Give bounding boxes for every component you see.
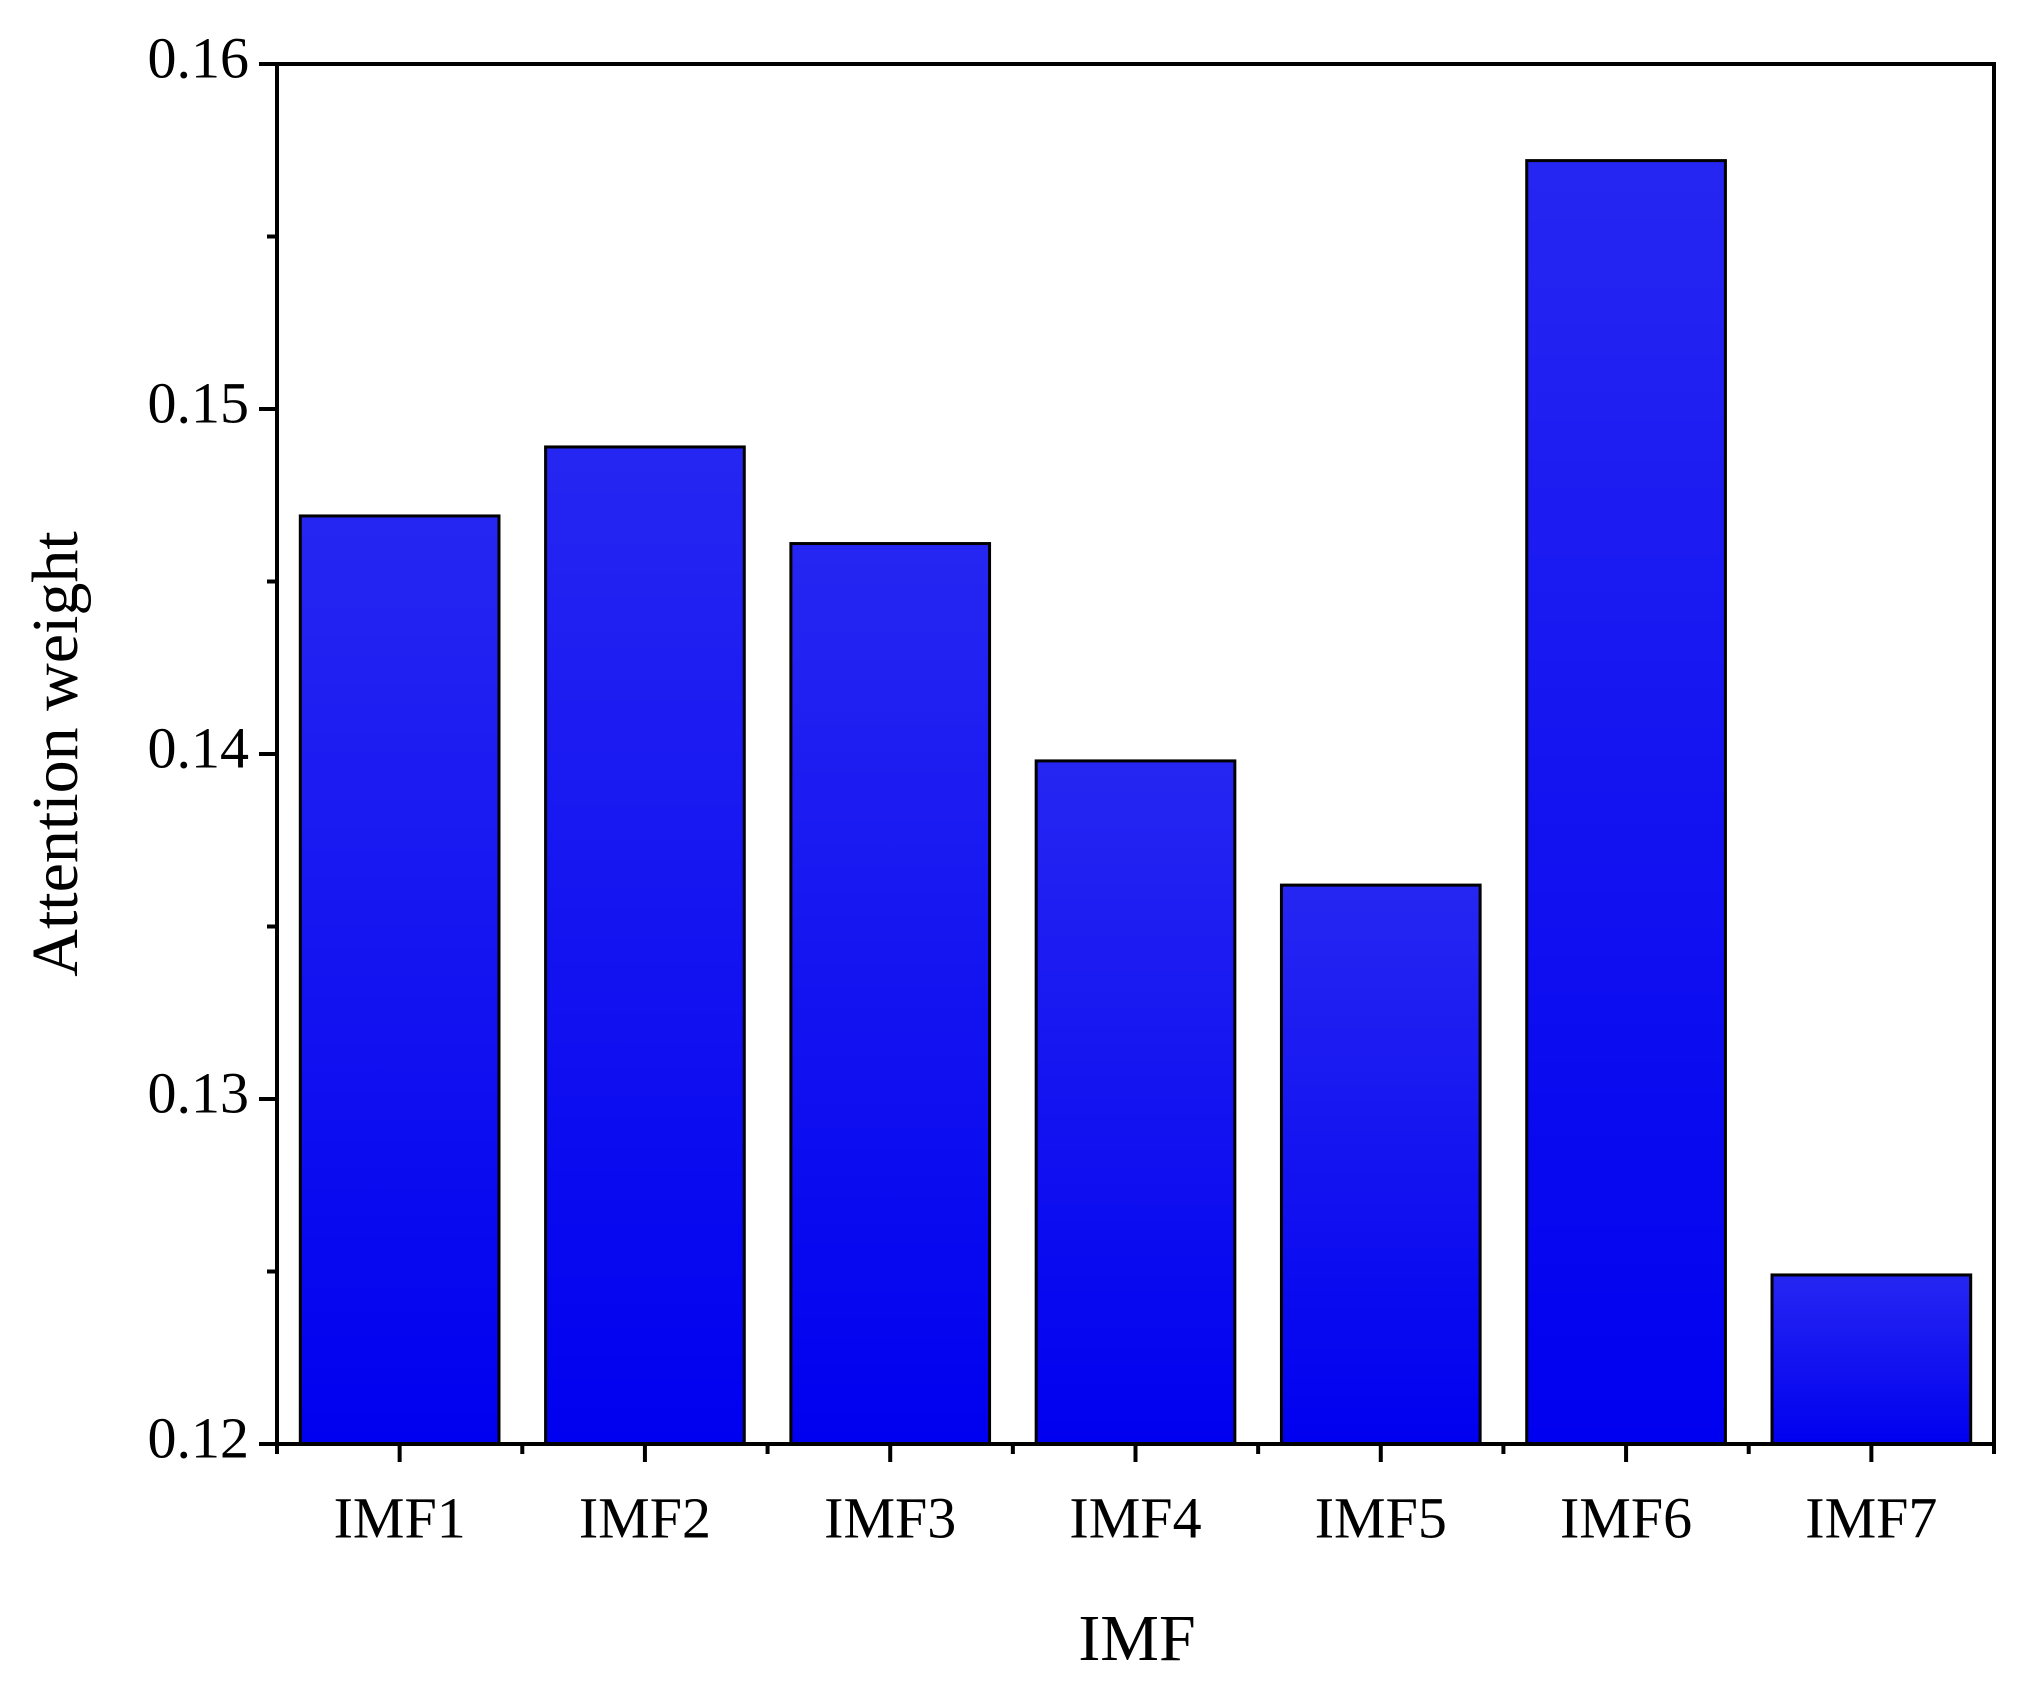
bar (298, 514, 501, 1446)
bar (1279, 883, 1482, 1446)
x-tick-label: IMF6 (1560, 1485, 1692, 1550)
y-tick-label: 0.12 (148, 1405, 250, 1470)
y-tick-label: 0.13 (148, 1060, 250, 1125)
x-tick-label: IMF5 (1315, 1485, 1447, 1550)
x-tick-label: IMF3 (824, 1485, 956, 1550)
y-axis-title: Attention weight (19, 531, 92, 976)
bar (1770, 1273, 1973, 1446)
y-tick-label: 0.15 (148, 370, 250, 435)
x-tick-label: IMF4 (1069, 1485, 1201, 1550)
bar (1034, 759, 1237, 1446)
x-tick-label: IMF7 (1805, 1485, 1937, 1550)
bar (789, 542, 992, 1446)
x-axis-title: IMF (1078, 1602, 1195, 1675)
y-tick-label: 0.14 (148, 715, 250, 780)
bar (1525, 159, 1727, 1446)
plot-frame (275, 62, 1996, 1446)
bar (544, 445, 746, 1446)
x-tick-label: IMF1 (334, 1485, 466, 1550)
x-tick-label: IMF2 (579, 1485, 711, 1550)
y-tick-label: 0.16 (148, 25, 250, 90)
